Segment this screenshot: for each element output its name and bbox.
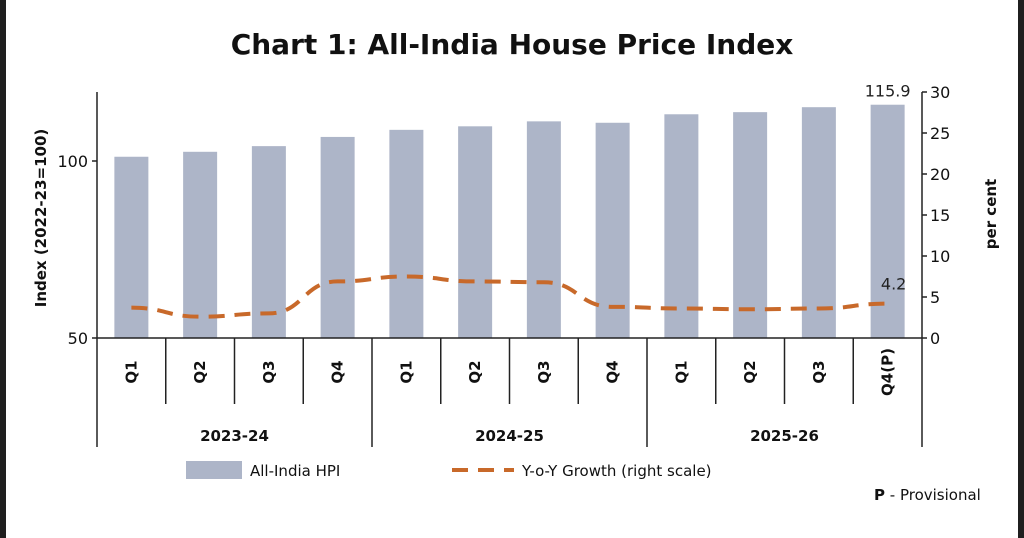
hpi-bar xyxy=(733,112,768,338)
hpi-bar xyxy=(870,104,905,339)
chart-title: Chart 1: All-India House Price Index xyxy=(231,28,794,61)
hpi-bar xyxy=(458,126,493,338)
right-axis-tick-label: 15 xyxy=(930,206,950,225)
hpi-bar xyxy=(320,136,355,338)
hpi-bar xyxy=(114,156,149,338)
category-label: Q2 xyxy=(741,360,759,383)
provisional-note-text: Provisional xyxy=(900,486,981,504)
hpi-chart: Chart 1: All-India House Price Index 501… xyxy=(32,28,1000,504)
right-axis-tick-label: 5 xyxy=(930,288,940,307)
hpi-bar xyxy=(664,114,699,338)
hpi-bar xyxy=(801,107,836,338)
category-label: Q1 xyxy=(122,360,140,383)
right-axis-tick-label: 10 xyxy=(930,247,950,266)
left-axis-tick-label: 50 xyxy=(68,329,88,348)
right-axis-tick-label: 20 xyxy=(930,165,950,184)
right-axis-label: per cent xyxy=(982,179,1000,249)
category-label: Q2 xyxy=(466,360,484,383)
legend-label-hpi: All-India HPI xyxy=(250,462,340,480)
category-label: Q2 xyxy=(191,360,209,383)
group-label: 2025-26 xyxy=(750,427,819,445)
provisional-note: P - Provisional xyxy=(874,486,981,504)
plot-area: 50 100 0 5 10 15 20 25 30 Q1 Q2 Q3 Q4 Q1 Q2 Q3 Q4 Q1 Q2 Q3 Q… xyxy=(57,82,950,447)
hpi-bar xyxy=(183,151,218,338)
right-axis-tick-label: 30 xyxy=(930,83,950,102)
group-label: 2024-25 xyxy=(475,427,544,445)
hpi-bar xyxy=(526,121,561,339)
hpi-bar xyxy=(595,122,630,338)
legend: All-India HPI Y-o-Y Growth (right scale) xyxy=(186,461,712,480)
provisional-note-prefix: P xyxy=(874,486,885,504)
left-axis-tick-label: 100 xyxy=(57,152,88,171)
category-label: Q4(P) xyxy=(879,348,897,396)
bar-data-label: 115.9 xyxy=(865,82,911,101)
right-axis-tick-label: 25 xyxy=(930,124,950,143)
provisional-note-dash: - xyxy=(885,486,900,504)
right-axis-tick-label: 0 xyxy=(930,329,940,348)
category-label: Q1 xyxy=(672,360,690,383)
chart-frame: Chart 1: All-India House Price Index 50 1… xyxy=(6,0,1018,538)
category-label: Q4 xyxy=(604,360,622,383)
growth-line xyxy=(131,274,888,319)
group-label: 2023-24 xyxy=(200,427,269,445)
category-label: Q3 xyxy=(260,360,278,383)
category-label: Q4 xyxy=(329,360,347,383)
hpi-bar xyxy=(389,129,424,338)
category-label: Q3 xyxy=(810,360,828,383)
category-label: Q1 xyxy=(397,360,415,383)
hpi-bar xyxy=(251,146,286,338)
legend-swatch-hpi xyxy=(186,461,242,479)
legend-label-growth: Y-o-Y Growth (right scale) xyxy=(521,462,712,480)
left-axis-label: Index (2022-23=100) xyxy=(32,129,50,308)
line-data-label: 4.2 xyxy=(881,275,906,294)
category-label: Q3 xyxy=(535,360,553,383)
